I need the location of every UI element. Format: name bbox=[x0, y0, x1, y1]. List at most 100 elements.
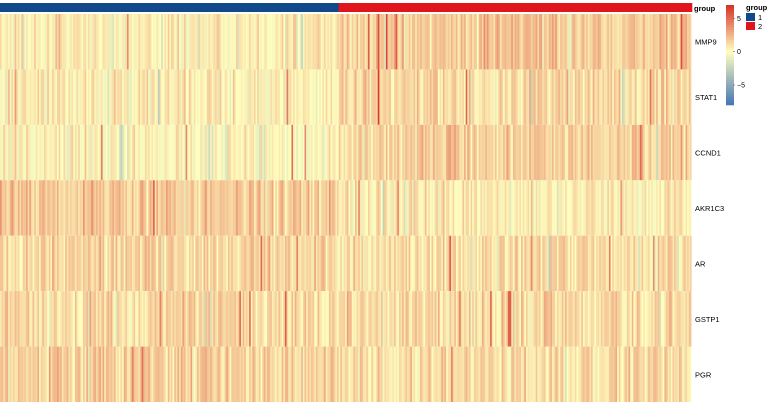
heatmap-cell bbox=[127, 235, 129, 292]
heatmap-cell bbox=[201, 180, 204, 236]
heatmap-cell bbox=[327, 124, 330, 181]
heatmap-cell bbox=[0, 180, 2, 236]
heatmap-cell bbox=[9, 180, 12, 236]
heatmap-cell bbox=[602, 235, 605, 292]
heatmap-cell bbox=[56, 69, 59, 125]
heatmap-cell bbox=[519, 346, 522, 402]
heatmap-cell bbox=[395, 346, 398, 402]
heatmap-cell bbox=[551, 14, 554, 70]
heatmap-cell bbox=[110, 14, 113, 70]
heatmap-cell bbox=[361, 69, 364, 125]
heatmap-cell bbox=[434, 235, 437, 292]
heatmap-cell bbox=[213, 235, 216, 292]
heatmap-cell bbox=[462, 124, 465, 181]
heatmap-cell bbox=[120, 235, 123, 292]
color-scale-step bbox=[726, 10, 734, 13]
heatmap-cell bbox=[402, 14, 405, 70]
heatmap-cell bbox=[501, 180, 504, 236]
heatmap-cell bbox=[223, 180, 226, 236]
heatmap-cell bbox=[449, 346, 452, 402]
heatmap-cell bbox=[558, 69, 561, 125]
heatmap-cell bbox=[532, 291, 535, 347]
heatmap-cell bbox=[112, 69, 115, 125]
heatmap-cell bbox=[245, 291, 248, 347]
heatmap-cell bbox=[472, 291, 475, 347]
heatmap-cell bbox=[501, 235, 504, 292]
heatmap-cell bbox=[490, 69, 493, 125]
heatmap-cell bbox=[643, 235, 646, 292]
heatmap-cell bbox=[371, 346, 374, 402]
heatmap-cell bbox=[296, 346, 299, 402]
heatmap-cell bbox=[89, 180, 92, 236]
heatmap-cell bbox=[262, 14, 265, 70]
heatmap-cell bbox=[661, 346, 664, 402]
heatmap-cell bbox=[286, 346, 289, 402]
heatmap-cell bbox=[442, 180, 445, 236]
heatmap-cell bbox=[128, 180, 131, 236]
heatmap-cell bbox=[621, 346, 624, 402]
heatmap-cell bbox=[610, 124, 613, 181]
heatmap-cell bbox=[257, 14, 260, 70]
heatmap-cell bbox=[138, 124, 141, 181]
heatmap-cell bbox=[641, 235, 644, 292]
heatmap-cell bbox=[188, 14, 191, 70]
heatmap-cell bbox=[389, 69, 392, 125]
heatmap-cell bbox=[656, 69, 659, 125]
heatmap-cell bbox=[579, 291, 582, 347]
heatmap-cell bbox=[467, 14, 470, 70]
heatmap-cell bbox=[40, 69, 43, 125]
heatmap-cell bbox=[395, 14, 398, 70]
heatmap-cell bbox=[205, 69, 208, 125]
heatmap-cell bbox=[133, 235, 136, 292]
heatmap-cell bbox=[127, 291, 129, 347]
heatmap-cell bbox=[438, 346, 440, 402]
heatmap-cell bbox=[604, 346, 607, 402]
heatmap-cell bbox=[537, 124, 540, 181]
heatmap-cell bbox=[245, 69, 248, 125]
heatmap-cell bbox=[434, 14, 437, 70]
heatmap-cell bbox=[636, 291, 639, 347]
heatmap-cell bbox=[392, 235, 395, 292]
heatmap-cell bbox=[455, 69, 458, 125]
heatmap-cell bbox=[605, 69, 608, 125]
heatmap-cell bbox=[324, 14, 326, 70]
heatmap-cell bbox=[604, 124, 607, 181]
heatmap-cell bbox=[639, 180, 642, 236]
heatmap-cell bbox=[288, 124, 291, 181]
heatmap-cell bbox=[47, 235, 50, 292]
heatmap-cell bbox=[236, 180, 239, 236]
heatmap-cell bbox=[534, 180, 537, 236]
heatmap-cell bbox=[657, 346, 660, 402]
heatmap-cell bbox=[140, 235, 143, 292]
heatmap-cell bbox=[490, 180, 493, 236]
heatmap-cell bbox=[387, 291, 390, 347]
heatmap-cell bbox=[685, 346, 688, 402]
heatmap-cell bbox=[50, 14, 53, 70]
heatmap-cell bbox=[143, 69, 146, 125]
heatmap-cell bbox=[602, 124, 605, 181]
color-scale-step bbox=[726, 47, 734, 51]
heatmap-cell bbox=[618, 14, 621, 70]
heatmap-cell bbox=[39, 124, 42, 181]
heatmap-cell bbox=[420, 180, 423, 236]
heatmap-cell bbox=[504, 180, 507, 236]
heatmap-cell bbox=[665, 69, 668, 125]
heatmap-cell bbox=[330, 124, 333, 181]
heatmap-cell bbox=[21, 124, 24, 181]
heatmap-cell bbox=[459, 235, 462, 292]
heatmap-cell bbox=[112, 346, 115, 402]
heatmap-cell bbox=[633, 346, 636, 402]
heatmap-cell bbox=[677, 69, 680, 125]
heatmap-cell bbox=[187, 69, 190, 125]
heatmap-cell bbox=[506, 69, 509, 125]
heatmap-cell bbox=[477, 291, 480, 347]
heatmap-cell bbox=[582, 124, 585, 181]
heatmap-cell bbox=[499, 235, 502, 292]
heatmap-cell bbox=[45, 124, 48, 181]
color-scale-step bbox=[726, 82, 734, 86]
heatmap-cell bbox=[390, 14, 393, 70]
heatmap-cell bbox=[429, 346, 432, 402]
heatmap-cell bbox=[348, 346, 351, 402]
heatmap-cell bbox=[467, 124, 470, 181]
heatmap-cell bbox=[610, 346, 613, 402]
